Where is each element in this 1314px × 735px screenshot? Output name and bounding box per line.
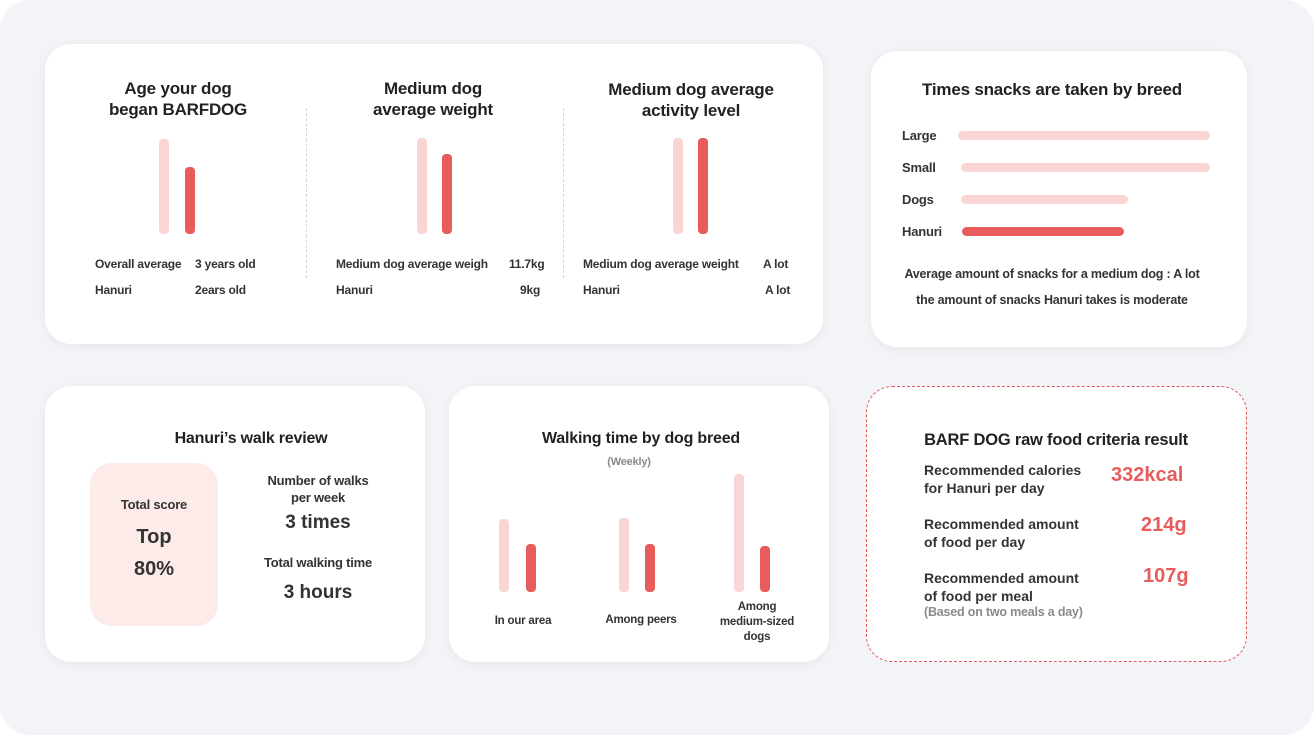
weight-row-label: Medium dog average weigh: [336, 257, 488, 271]
walk-bar-peers-hanuri: [645, 544, 655, 592]
weight-bar-average: [417, 138, 427, 234]
walk-bar-medium-hanuri: [760, 546, 770, 592]
age-bar-hanuri: [185, 167, 195, 234]
weight-row-value: 9kg: [520, 283, 541, 297]
walking-time-value: 3 hours: [283, 582, 353, 603]
snacks-title: Times snacks are taken by breed: [922, 80, 1182, 99]
criteria-label-line2: of food per day: [924, 534, 1026, 550]
walks-value: 3 times: [285, 512, 351, 533]
criteria-title: BARF DOG raw food criteria result: [924, 431, 1188, 449]
activity-bar-hanuri: [698, 138, 708, 234]
weight-row-value: 11.7kg: [509, 257, 545, 271]
activity-row-label: Medium dog average weight: [583, 257, 739, 271]
column-divider: [306, 108, 307, 278]
score-box: [90, 463, 218, 626]
walk-review-title: Hanuri’s walk review: [174, 430, 328, 447]
walk-bar-area-hanuri: [526, 544, 536, 592]
age-section: Age your dog began BARFDOG: [85, 78, 271, 120]
snacks-row-label: Large: [902, 128, 937, 143]
walk-group-label: Among peers: [605, 614, 677, 626]
weight-title-line2: average weight: [372, 100, 494, 119]
snacks-card: Times snacks are taken by breed Large Sm…: [871, 51, 1247, 347]
age-title-line2: began BARFDOG: [108, 100, 248, 119]
walk-group-label: dogs: [743, 631, 771, 643]
walking-time-title: Walking time by dog breed: [542, 430, 740, 447]
criteria-value-meal-food: 107g: [1143, 565, 1189, 587]
snacks-note-line1: Average amount of snacks for a medium do…: [904, 267, 1200, 281]
weight-row-label: Hanuri: [336, 283, 373, 297]
column-divider: [563, 108, 564, 278]
walk-review-card: Hanuri’s walk review Total score Top 80%…: [45, 386, 425, 662]
walk-group-label: In our area: [494, 615, 552, 627]
criteria-label-line2: for Hanuri per day: [924, 480, 1045, 496]
walking-time-subtitle: (Weekly): [607, 456, 651, 468]
criteria-result-card: BARF DOG raw food criteria result Recomm…: [866, 386, 1247, 662]
walk-bar-peers-avg: [619, 518, 629, 592]
age-title-line1: Age your dog: [124, 79, 232, 98]
snacks-bar-large: [958, 131, 1210, 140]
snacks-row-label: Small: [902, 160, 936, 175]
snacks-note-line2: the amount of snacks Hanuri takes is mod…: [916, 293, 1188, 307]
walks-label-line1: Number of walks: [267, 473, 369, 488]
snacks-bar-hanuri: [962, 227, 1124, 236]
criteria-label-line2: of food per meal: [924, 588, 1033, 604]
activity-row-label: Hanuri: [583, 283, 620, 297]
weight-bar-hanuri: [442, 154, 452, 234]
criteria-value-calories: 332kcal: [1111, 464, 1184, 486]
criteria-label-line1: Recommended amount: [924, 516, 1079, 532]
age-row-label: Overall average: [95, 257, 182, 271]
age-row-value: 2ears old: [195, 283, 246, 297]
snacks-row-label: Hanuri: [902, 224, 942, 239]
walk-bar-medium-avg: [734, 474, 744, 592]
walk-group-label: Among: [737, 601, 777, 613]
walk-group-label: medium-sized: [719, 616, 795, 628]
score-rank: Top: [136, 526, 172, 548]
snacks-row-label: Dogs: [902, 192, 934, 207]
activity-bar-average: [673, 138, 683, 234]
dog-stats-card: Age your dog began BARFDOG Overall avera…: [45, 44, 823, 344]
walking-time-label: Total walking time: [263, 555, 373, 570]
criteria-value-daily-food: 214g: [1141, 514, 1187, 536]
activity-row-value: A lot: [765, 283, 791, 297]
walk-bar-area-avg: [499, 519, 509, 592]
score-percent: 80%: [133, 558, 175, 580]
criteria-footnote: (Based on two meals a day): [924, 605, 1083, 619]
weight-title-line1: Medium dog: [383, 79, 483, 98]
activity-title-line1: Medium dog average: [608, 80, 774, 99]
snacks-bar-dogs: [961, 195, 1128, 204]
activity-row-value: A lot: [763, 257, 789, 271]
age-row-value: 3 years old: [195, 257, 256, 271]
snacks-bar-small: [961, 163, 1210, 172]
walks-label-line2: per week: [290, 490, 346, 505]
walking-time-card: Walking time by dog breed (Weekly) In ou…: [449, 386, 829, 662]
age-bar-overall: [159, 139, 169, 234]
weight-section: Medium dog average weight: [340, 78, 526, 120]
score-label: Total score: [120, 497, 188, 512]
activity-section: Medium dog average activity level: [590, 79, 792, 121]
activity-title-line2: activity level: [641, 101, 741, 120]
criteria-label-line1: Recommended calories: [924, 462, 1082, 478]
age-row-label: Hanuri: [95, 283, 132, 297]
criteria-label-line1: Recommended amount: [924, 570, 1079, 586]
